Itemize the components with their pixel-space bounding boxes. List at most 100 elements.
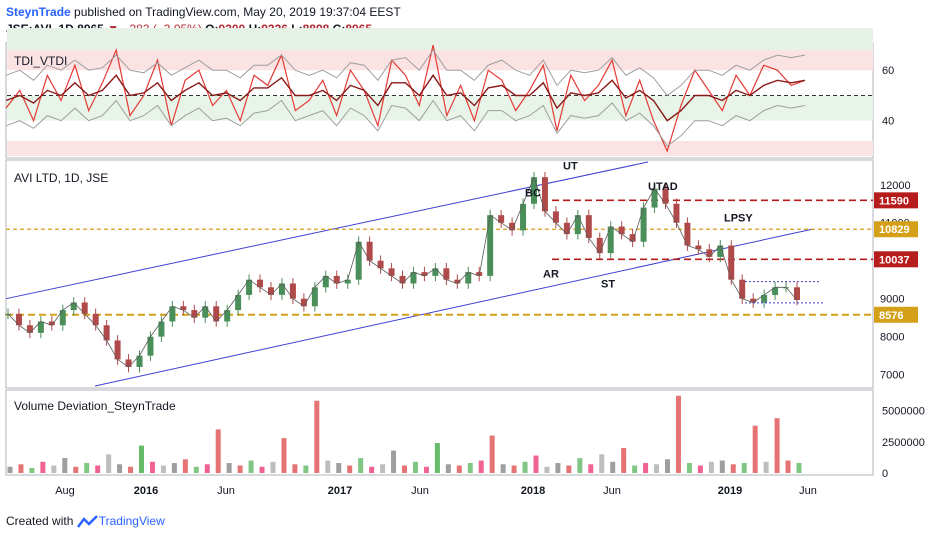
volume-bar xyxy=(336,463,342,473)
volume-bar xyxy=(314,400,320,473)
candle-body xyxy=(158,321,165,337)
volume-bar xyxy=(445,464,451,473)
volume-bar xyxy=(325,460,331,473)
candle-body xyxy=(355,241,362,280)
candle-body xyxy=(333,275,340,284)
volume-bar xyxy=(259,466,265,473)
price-label-box xyxy=(874,251,918,268)
publisher-name[interactable]: SteynTrade xyxy=(6,5,71,19)
tdi-panel[interactable]: 40 60 xyxy=(5,28,894,156)
annotation-bc: BC xyxy=(525,188,541,200)
volume-bar xyxy=(555,463,561,473)
volume-bar xyxy=(51,465,57,473)
time-axis: Aug 2016 Jun 2017 Jun 2018 Jun 2019 Jun xyxy=(55,485,817,497)
candle-body xyxy=(388,268,395,276)
tdi-lower-band xyxy=(5,99,806,147)
volume-bar xyxy=(40,461,46,473)
volume-bar xyxy=(632,465,638,473)
volume-bar xyxy=(149,461,155,473)
volume-bar xyxy=(467,463,473,473)
candle-body xyxy=(629,234,636,242)
candle-body xyxy=(618,226,625,235)
volume-bar xyxy=(665,459,670,473)
footer: Created with TradingView xyxy=(6,514,165,529)
volume-bar xyxy=(708,461,714,473)
volume-bar xyxy=(785,460,791,473)
candle-body xyxy=(421,272,428,276)
candle-body xyxy=(289,283,296,299)
candle-body xyxy=(191,310,198,318)
tdi-lower-zone xyxy=(7,95,873,121)
volume-bar xyxy=(500,464,506,473)
candle-body xyxy=(81,302,88,314)
candle-body xyxy=(169,306,176,322)
price-label-11590: 11590 xyxy=(879,195,909,207)
volume-bar xyxy=(62,458,68,473)
volume-tick-label: 0 xyxy=(882,468,888,480)
candle-body xyxy=(596,237,603,254)
price-panel[interactable]: 7000800090001000011000120001159010829100… xyxy=(5,160,918,387)
candle-body xyxy=(739,279,746,299)
tdi-rsi-line xyxy=(5,44,806,153)
volume-bar xyxy=(292,464,298,473)
candle-body xyxy=(15,313,22,326)
price-label-box xyxy=(874,306,918,323)
x-tick-label: Jun xyxy=(603,485,621,497)
volume-bar xyxy=(160,465,166,473)
volume-tick-label: 5000000 xyxy=(882,406,925,418)
candle-body xyxy=(59,310,66,326)
volume-bar xyxy=(29,468,35,473)
candle-body xyxy=(684,222,691,246)
candle-body xyxy=(344,279,351,284)
tradingview-link[interactable]: TradingView xyxy=(98,514,165,528)
volume-bar xyxy=(128,466,134,473)
x-tick-label: Jun xyxy=(411,485,429,497)
x-tick-label: Aug xyxy=(55,485,75,497)
candle-body xyxy=(673,203,680,223)
volume-bar xyxy=(741,463,747,473)
x-tick-label: 2016 xyxy=(134,485,158,497)
price-label-box xyxy=(874,192,918,209)
candle-body xyxy=(509,222,516,231)
candle-body xyxy=(268,287,274,295)
volume-bar xyxy=(654,464,660,473)
volume-bar xyxy=(95,465,101,473)
candle-body xyxy=(322,275,329,288)
candle-body xyxy=(180,306,187,311)
price-tick-label: 8000 xyxy=(880,332,904,344)
candle-body xyxy=(552,211,559,223)
x-tick-label: 2019 xyxy=(718,485,742,497)
volume-bar xyxy=(215,429,221,473)
candle-body xyxy=(443,268,450,280)
tdi-top-zone xyxy=(7,28,873,51)
channel-lower-line xyxy=(94,228,813,387)
volume-bar xyxy=(117,464,123,473)
volume-bar xyxy=(281,438,287,473)
candle-body xyxy=(278,283,285,295)
volume-bar xyxy=(478,460,484,473)
volume-bar xyxy=(522,461,528,473)
price-label-8576: 8576 xyxy=(879,310,903,322)
volume-bar xyxy=(434,443,440,473)
candle-body xyxy=(794,287,800,301)
volume-bar xyxy=(73,466,79,473)
volume-bar xyxy=(204,464,210,473)
candle-body xyxy=(574,215,581,235)
close-line xyxy=(7,176,798,368)
candle-body xyxy=(125,359,132,368)
price-tick-label: 7000 xyxy=(880,370,904,382)
volume-panel[interactable]: 0 2500000 5000000 xyxy=(7,395,925,480)
volume-bar xyxy=(796,463,802,473)
candle-body xyxy=(750,298,757,303)
volume-bar xyxy=(270,461,276,473)
candle-body xyxy=(202,306,209,318)
volume-bar xyxy=(369,466,375,473)
candle-body xyxy=(432,268,439,276)
volume-bar xyxy=(686,463,692,473)
candle-body xyxy=(48,321,55,326)
annotation-utad: UTAD xyxy=(648,181,678,193)
candle-body xyxy=(465,272,472,284)
candle-body xyxy=(114,340,121,360)
tdi-upper-band xyxy=(5,49,806,97)
